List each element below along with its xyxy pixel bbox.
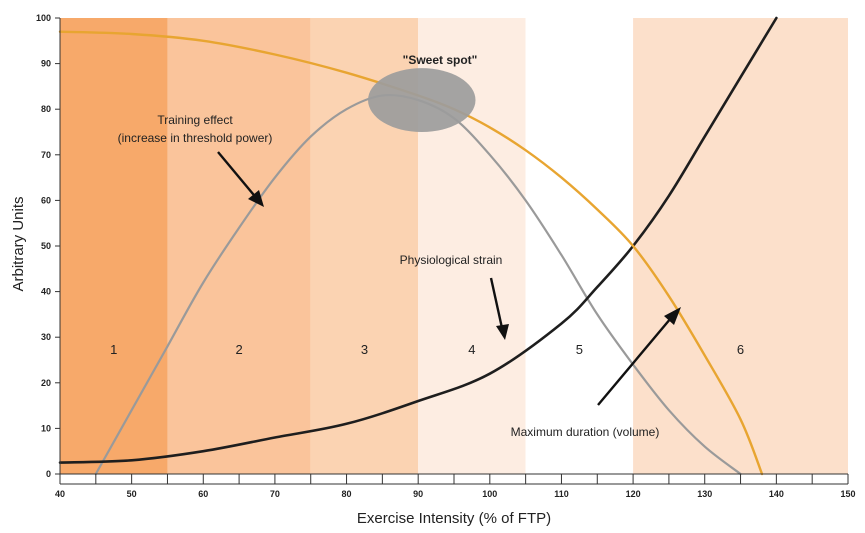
zone-band-2: [167, 18, 311, 474]
annotation-layer: "Sweet spot" Training effect (increase i…: [118, 53, 681, 439]
x-tick-label: 100: [482, 489, 497, 499]
zone-label-1: 1: [110, 342, 117, 357]
y-tick-label: 70: [41, 150, 51, 160]
x-tick-label: 110: [554, 489, 569, 499]
x-tick-label: 150: [840, 489, 855, 499]
marker-layer: [368, 68, 476, 132]
x-tick-label: 130: [697, 489, 712, 499]
physiological-strain-label: Physiological strain: [400, 253, 503, 267]
y-tick-label: 40: [41, 287, 51, 297]
zone-label-2: 2: [235, 342, 242, 357]
y-tick-label: 20: [41, 378, 51, 388]
maximum-duration-label: Maximum duration (volume): [511, 425, 660, 439]
sweet-spot-ellipse: [368, 68, 476, 132]
zone-band-1: [60, 18, 168, 474]
x-tick-label: 50: [127, 489, 137, 499]
y-tick-label: 60: [41, 195, 51, 205]
training-effect-label: Training effect: [157, 113, 233, 127]
y-tick-label: 90: [41, 59, 51, 69]
x-axis-title: Exercise Intensity (% of FTP): [357, 510, 551, 527]
training-effect-sublabel: (increase in threshold power): [118, 131, 273, 145]
y-tick-label: 0: [46, 469, 51, 479]
y-tick-label: 100: [36, 13, 51, 23]
zone-labels-layer: 1 2 3 4 5 6: [110, 342, 744, 357]
zone-band-6: [633, 18, 848, 474]
training-effect-arrow: [217, 151, 264, 207]
zone-label-3: 3: [361, 342, 368, 357]
y-tick-label: 10: [41, 423, 51, 433]
zone-label-6: 6: [737, 342, 744, 357]
x-tick-label: 140: [769, 489, 784, 499]
x-tick-label: 90: [413, 489, 423, 499]
y-tick-label: 80: [41, 104, 51, 114]
y-tick-label: 30: [41, 332, 51, 342]
sweet-spot-label: "Sweet spot": [403, 53, 478, 67]
duration-curve: [58, 30, 764, 476]
x-tick-label: 120: [626, 489, 641, 499]
physiological-strain-arrow: [489, 277, 509, 340]
y-tick-label: 50: [41, 241, 51, 251]
axes-layer: 40 50 60 70 80 90 100 110 120 130 140 1500102030405…: [36, 13, 856, 499]
zone-label-5: 5: [576, 342, 583, 357]
maximum-duration-arrow: [597, 307, 681, 406]
x-tick-label: 80: [342, 489, 352, 499]
y-axis-title: Arbitrary Units: [10, 196, 27, 291]
zone-label-4: 4: [468, 342, 475, 357]
x-tick-label: 70: [270, 489, 280, 499]
x-tick-label: 60: [198, 489, 208, 499]
zone-band-5: [525, 18, 634, 474]
strain-curve: [58, 16, 778, 464]
x-tick-label: 40: [55, 489, 65, 499]
